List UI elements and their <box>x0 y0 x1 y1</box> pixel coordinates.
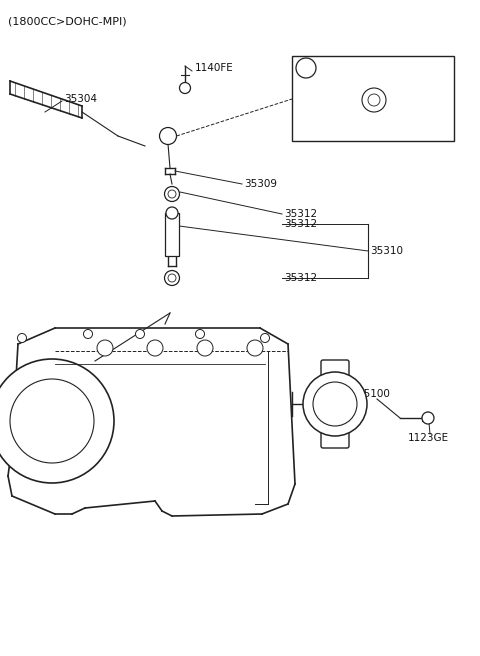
Bar <box>292 56 454 141</box>
Text: 35100: 35100 <box>357 389 390 399</box>
Circle shape <box>368 94 380 106</box>
Circle shape <box>135 329 144 338</box>
Circle shape <box>180 83 191 94</box>
Text: 35312: 35312 <box>284 209 317 219</box>
FancyBboxPatch shape <box>321 360 349 448</box>
Text: 35309: 35309 <box>244 179 277 189</box>
Text: 35310: 35310 <box>370 246 403 256</box>
Text: a: a <box>303 64 309 73</box>
Circle shape <box>0 359 114 483</box>
Circle shape <box>159 127 177 144</box>
Circle shape <box>166 207 178 219</box>
Circle shape <box>165 186 180 201</box>
Circle shape <box>422 412 434 424</box>
Circle shape <box>147 340 163 356</box>
Text: 31337F: 31337F <box>320 61 359 71</box>
Circle shape <box>165 270 180 285</box>
Circle shape <box>97 340 113 356</box>
Circle shape <box>362 88 386 112</box>
Text: 1140FE: 1140FE <box>195 63 234 73</box>
Text: 35312: 35312 <box>284 273 317 283</box>
Bar <box>165 213 179 256</box>
Circle shape <box>84 329 93 338</box>
Text: 35304: 35304 <box>64 94 97 104</box>
Circle shape <box>197 340 213 356</box>
Circle shape <box>195 329 204 338</box>
Text: a: a <box>166 131 170 140</box>
Circle shape <box>17 333 26 342</box>
Text: 1123GE: 1123GE <box>408 433 449 443</box>
Circle shape <box>303 372 367 436</box>
Text: (1800CC>DOHC-MPI): (1800CC>DOHC-MPI) <box>8 16 127 26</box>
Circle shape <box>296 58 316 78</box>
Circle shape <box>168 274 176 282</box>
Text: 35312: 35312 <box>284 219 317 229</box>
Circle shape <box>247 340 263 356</box>
Circle shape <box>261 333 269 342</box>
Circle shape <box>313 382 357 426</box>
Circle shape <box>168 190 176 198</box>
Circle shape <box>10 379 94 463</box>
